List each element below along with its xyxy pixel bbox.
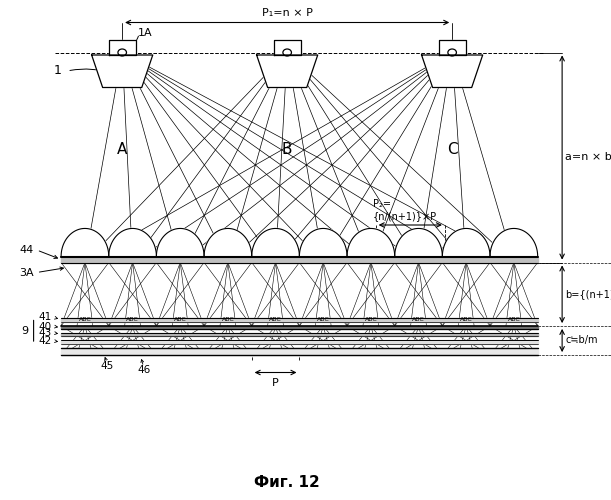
Circle shape xyxy=(118,49,126,56)
Polygon shape xyxy=(274,40,301,55)
Text: C: C xyxy=(447,142,458,158)
Text: ABC: ABC xyxy=(508,317,520,322)
Polygon shape xyxy=(61,348,538,355)
Text: ABC: ABC xyxy=(174,317,186,322)
Polygon shape xyxy=(61,318,538,322)
Polygon shape xyxy=(299,228,347,256)
Polygon shape xyxy=(299,228,347,256)
Polygon shape xyxy=(61,332,538,336)
Polygon shape xyxy=(156,228,204,256)
Text: 43: 43 xyxy=(38,328,52,338)
Polygon shape xyxy=(395,228,442,256)
Text: b={(n+1)/n}×f: b={(n+1)/n}×f xyxy=(565,289,611,299)
Text: P₁=n × P: P₁=n × P xyxy=(262,8,313,18)
Polygon shape xyxy=(442,228,490,256)
Circle shape xyxy=(448,49,456,56)
Polygon shape xyxy=(439,40,466,55)
Text: A: A xyxy=(117,142,127,158)
Polygon shape xyxy=(204,228,252,256)
Polygon shape xyxy=(156,228,204,256)
Polygon shape xyxy=(109,228,156,256)
Text: 1A: 1A xyxy=(137,28,152,38)
Text: 41: 41 xyxy=(38,312,52,322)
Polygon shape xyxy=(109,228,156,256)
Text: ABC: ABC xyxy=(126,317,139,322)
Text: ABC: ABC xyxy=(460,317,472,322)
Polygon shape xyxy=(204,228,252,256)
Text: P₂=
{n/(n+1)}×P: P₂= {n/(n+1)}×P xyxy=(373,200,437,221)
Polygon shape xyxy=(61,256,538,262)
Text: B: B xyxy=(282,142,293,158)
Polygon shape xyxy=(61,340,538,344)
Polygon shape xyxy=(490,228,538,256)
Polygon shape xyxy=(347,228,395,256)
Text: 45: 45 xyxy=(100,361,114,371)
Polygon shape xyxy=(347,228,395,256)
Circle shape xyxy=(283,49,291,56)
Text: ABC: ABC xyxy=(222,317,234,322)
Text: ABC: ABC xyxy=(269,317,282,322)
Polygon shape xyxy=(61,228,109,256)
Text: ABC: ABC xyxy=(412,317,425,322)
Polygon shape xyxy=(252,228,299,256)
Polygon shape xyxy=(490,228,538,256)
Polygon shape xyxy=(395,228,442,256)
Polygon shape xyxy=(257,55,318,88)
Polygon shape xyxy=(109,40,136,55)
Text: ABC: ABC xyxy=(317,317,329,322)
Text: 3A: 3A xyxy=(19,268,34,278)
Polygon shape xyxy=(61,326,538,329)
Text: a=n × b: a=n × b xyxy=(565,152,611,162)
Text: P: P xyxy=(272,378,279,388)
Polygon shape xyxy=(61,228,109,256)
Text: c≒b/m: c≒b/m xyxy=(565,336,598,345)
Text: 42: 42 xyxy=(38,336,52,346)
Text: Фиг. 12: Фиг. 12 xyxy=(254,475,320,490)
Text: 9: 9 xyxy=(21,326,28,336)
Text: 40: 40 xyxy=(39,322,52,332)
Text: ABC: ABC xyxy=(365,317,377,322)
Polygon shape xyxy=(252,228,299,256)
Text: 46: 46 xyxy=(137,365,150,375)
Text: ABC: ABC xyxy=(79,317,91,322)
Text: 1: 1 xyxy=(54,64,62,78)
Text: 44: 44 xyxy=(20,245,34,255)
Polygon shape xyxy=(422,55,483,88)
Polygon shape xyxy=(442,228,490,256)
Polygon shape xyxy=(92,55,153,88)
